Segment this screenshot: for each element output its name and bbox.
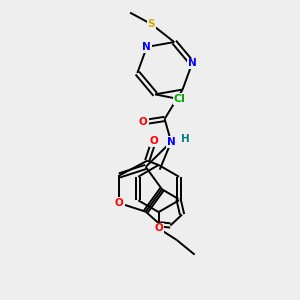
Text: N: N [188, 58, 197, 68]
Text: O: O [154, 224, 163, 233]
Text: O: O [149, 136, 158, 146]
Text: O: O [139, 117, 148, 127]
Text: N: N [167, 137, 176, 147]
Text: Cl: Cl [174, 94, 186, 104]
Text: S: S [148, 19, 155, 29]
Text: H: H [182, 134, 190, 144]
Text: N: N [142, 42, 151, 52]
Text: O: O [115, 198, 124, 208]
